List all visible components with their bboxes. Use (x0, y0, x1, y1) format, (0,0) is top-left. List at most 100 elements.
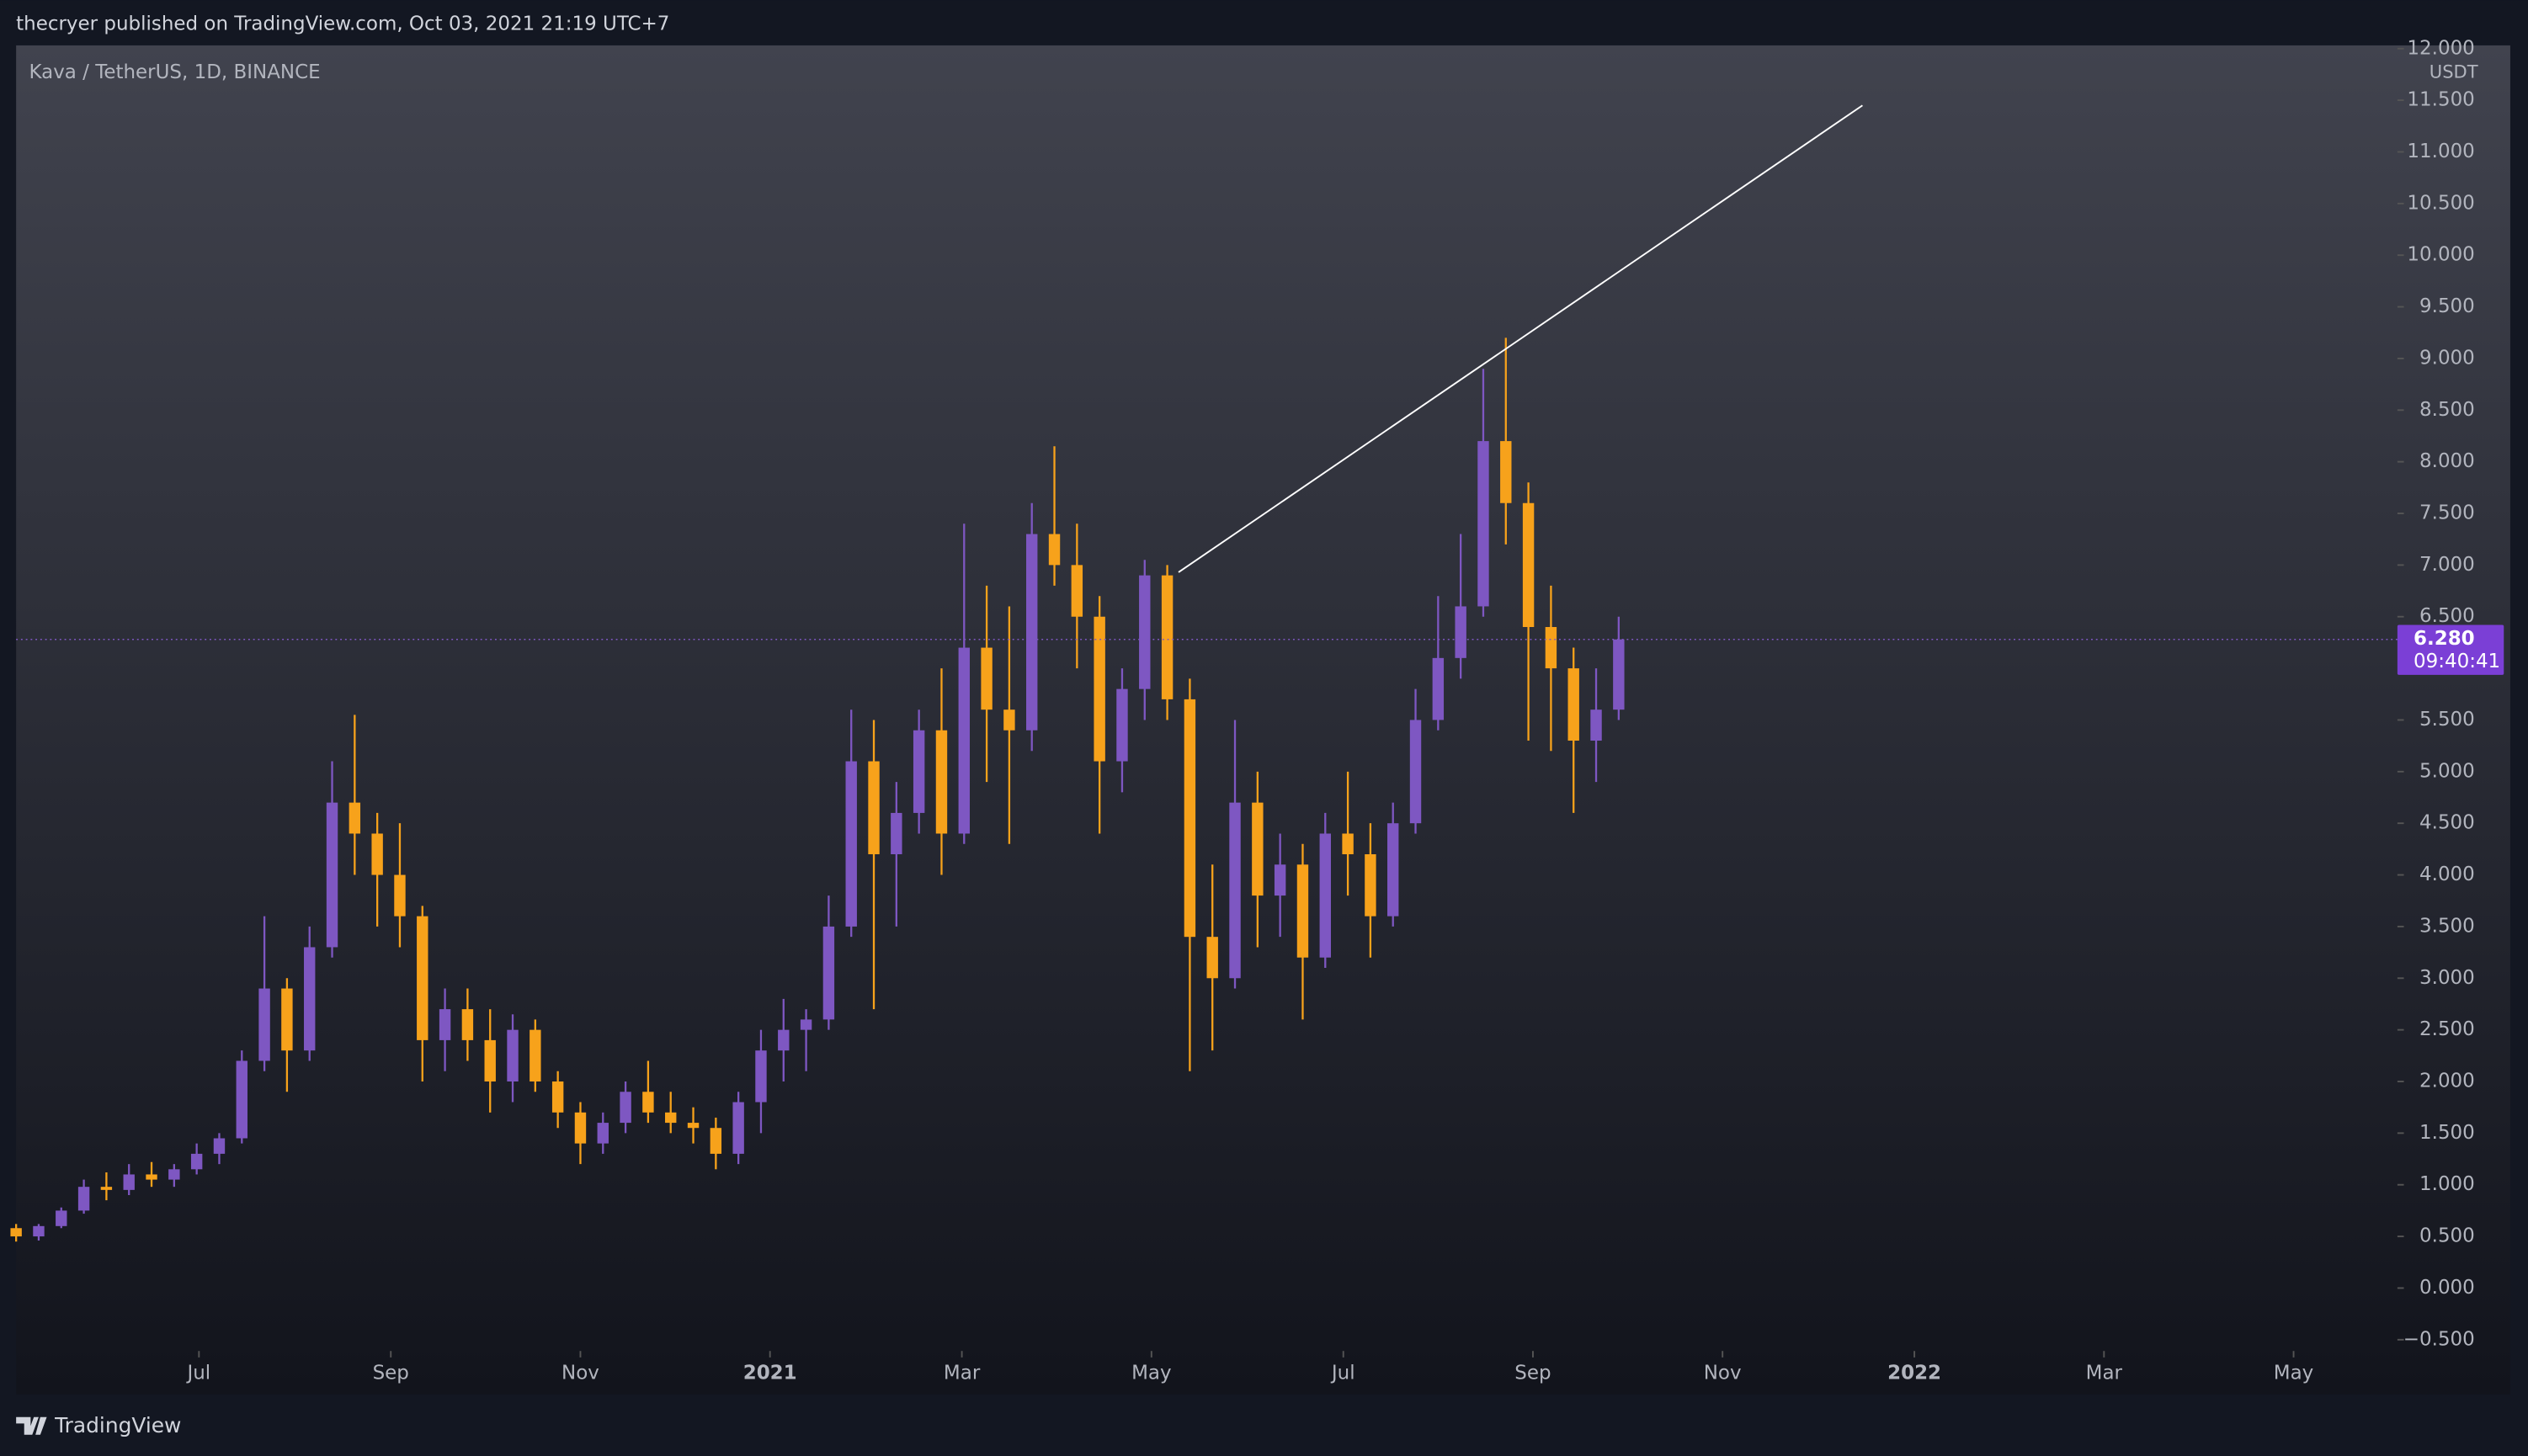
candle-body (146, 1174, 157, 1180)
candle-body (1455, 606, 1466, 658)
candle-body (710, 1128, 722, 1154)
candle-body (891, 812, 902, 855)
candle-body (371, 833, 383, 875)
candle-body (597, 1123, 609, 1144)
candle-body (77, 1187, 90, 1211)
y-tick-label: 1.000 (2419, 1173, 2475, 1195)
candle-body (822, 926, 835, 1020)
candle-body (1409, 720, 1422, 824)
candle-body (1342, 833, 1354, 855)
candle-body (1116, 688, 1128, 762)
candle-body (1319, 833, 1331, 958)
candle-body (1094, 616, 1105, 762)
footer-brand: TradingView (54, 1413, 181, 1437)
x-tick-label: May (1131, 1363, 1172, 1384)
candle-body (123, 1174, 135, 1190)
symbol-title: Kava / TetherUS, 1D, BINANCE (29, 61, 320, 83)
y-tick-label: 8.000 (2419, 450, 2475, 472)
candle-body (1048, 534, 1061, 566)
candle-body (326, 802, 338, 948)
y-tick-label: 7.000 (2419, 554, 2475, 576)
x-tick-label: Sep (373, 1363, 409, 1384)
x-tick-label: May (2274, 1363, 2314, 1384)
candle-body (845, 761, 857, 927)
candle-body (755, 1050, 767, 1103)
candle-body (439, 1009, 451, 1040)
candle-body (281, 988, 293, 1051)
candle-body (168, 1169, 180, 1180)
candle-body (687, 1123, 700, 1129)
candle-body (1026, 534, 1038, 731)
y-tick-label: 0.000 (2419, 1277, 2475, 1299)
candle-body (778, 1029, 790, 1051)
candle-body (868, 761, 880, 855)
y-tick-label: 11.500 (2407, 89, 2474, 111)
candle-body (417, 916, 428, 1040)
x-tick-label: Nov (1704, 1363, 1742, 1384)
y-tick-label: 3.500 (2419, 915, 2475, 937)
y-tick-label: 10.500 (2407, 192, 2474, 214)
y-tick-label: 2.500 (2419, 1018, 2475, 1040)
candle-body (507, 1029, 519, 1081)
candle-body (530, 1029, 541, 1081)
tradingview-logo (16, 1416, 47, 1435)
candle-body (1184, 699, 1196, 938)
candle-body (551, 1081, 564, 1113)
y-tick-label: 7.500 (2419, 502, 2475, 524)
x-tick-label: Nov (561, 1363, 599, 1384)
y-tick-label: 11.000 (2407, 141, 2474, 162)
y-tick-label: 0.500 (2419, 1225, 2475, 1247)
candle-body (665, 1112, 677, 1124)
x-tick-label: Jul (1330, 1363, 1355, 1384)
candle-body (642, 1092, 654, 1113)
y-tick-label: 9.000 (2419, 347, 2475, 369)
x-tick-label: 2022 (1887, 1363, 1941, 1384)
candle-body (461, 1009, 474, 1040)
y-tick-label: 5.000 (2419, 760, 2475, 782)
candle-body (10, 1228, 22, 1237)
candle-body (304, 947, 316, 1051)
candle-body (1500, 441, 1512, 503)
candle-body (1522, 502, 1535, 628)
candle-body (620, 1092, 631, 1124)
y-tick-label: 3.000 (2419, 967, 2475, 989)
candle-body (1387, 823, 1399, 917)
candle-body (981, 647, 993, 710)
candle-body (958, 647, 970, 834)
y-tick-label: 2.000 (2419, 1070, 2475, 1092)
candle-body (1567, 668, 1579, 741)
last-price-label: 6.280 (2414, 628, 2475, 650)
candle-body (213, 1138, 226, 1154)
x-tick-label: Mar (2086, 1363, 2123, 1384)
candle-body (732, 1102, 744, 1154)
chart-pane (16, 45, 2510, 1395)
candle-body (1613, 639, 1625, 710)
candle-body (1071, 565, 1083, 617)
candle-body (100, 1187, 113, 1190)
bar-countdown: 09:40:41 (2414, 651, 2500, 672)
candle-body (349, 802, 361, 834)
y-tick-label: 9.500 (2419, 295, 2475, 317)
x-tick-label: Sep (1514, 1363, 1551, 1384)
candle-body (190, 1153, 203, 1170)
candle-body (1545, 627, 1557, 669)
y-tick-label: 5.500 (2419, 709, 2475, 731)
candle-body (1274, 864, 1286, 896)
y-tick-label: 8.500 (2419, 399, 2475, 421)
candle-body (33, 1225, 45, 1237)
y-tick-label: −0.500 (2403, 1328, 2475, 1350)
y-tick-label: 6.500 (2419, 605, 2475, 627)
candle-body (56, 1210, 67, 1226)
candle-body (1161, 575, 1174, 699)
candle-body (1590, 709, 1602, 741)
candle-body (1432, 657, 1445, 720)
candle-body (1139, 575, 1151, 689)
last-price-badge (2397, 624, 2504, 675)
candle-body (394, 874, 406, 917)
candle-body (913, 730, 925, 813)
candle-body (1229, 802, 1241, 979)
y-tick-label: 10.000 (2407, 244, 2474, 266)
candle-body (1003, 709, 1015, 731)
candle-body (800, 1019, 812, 1030)
